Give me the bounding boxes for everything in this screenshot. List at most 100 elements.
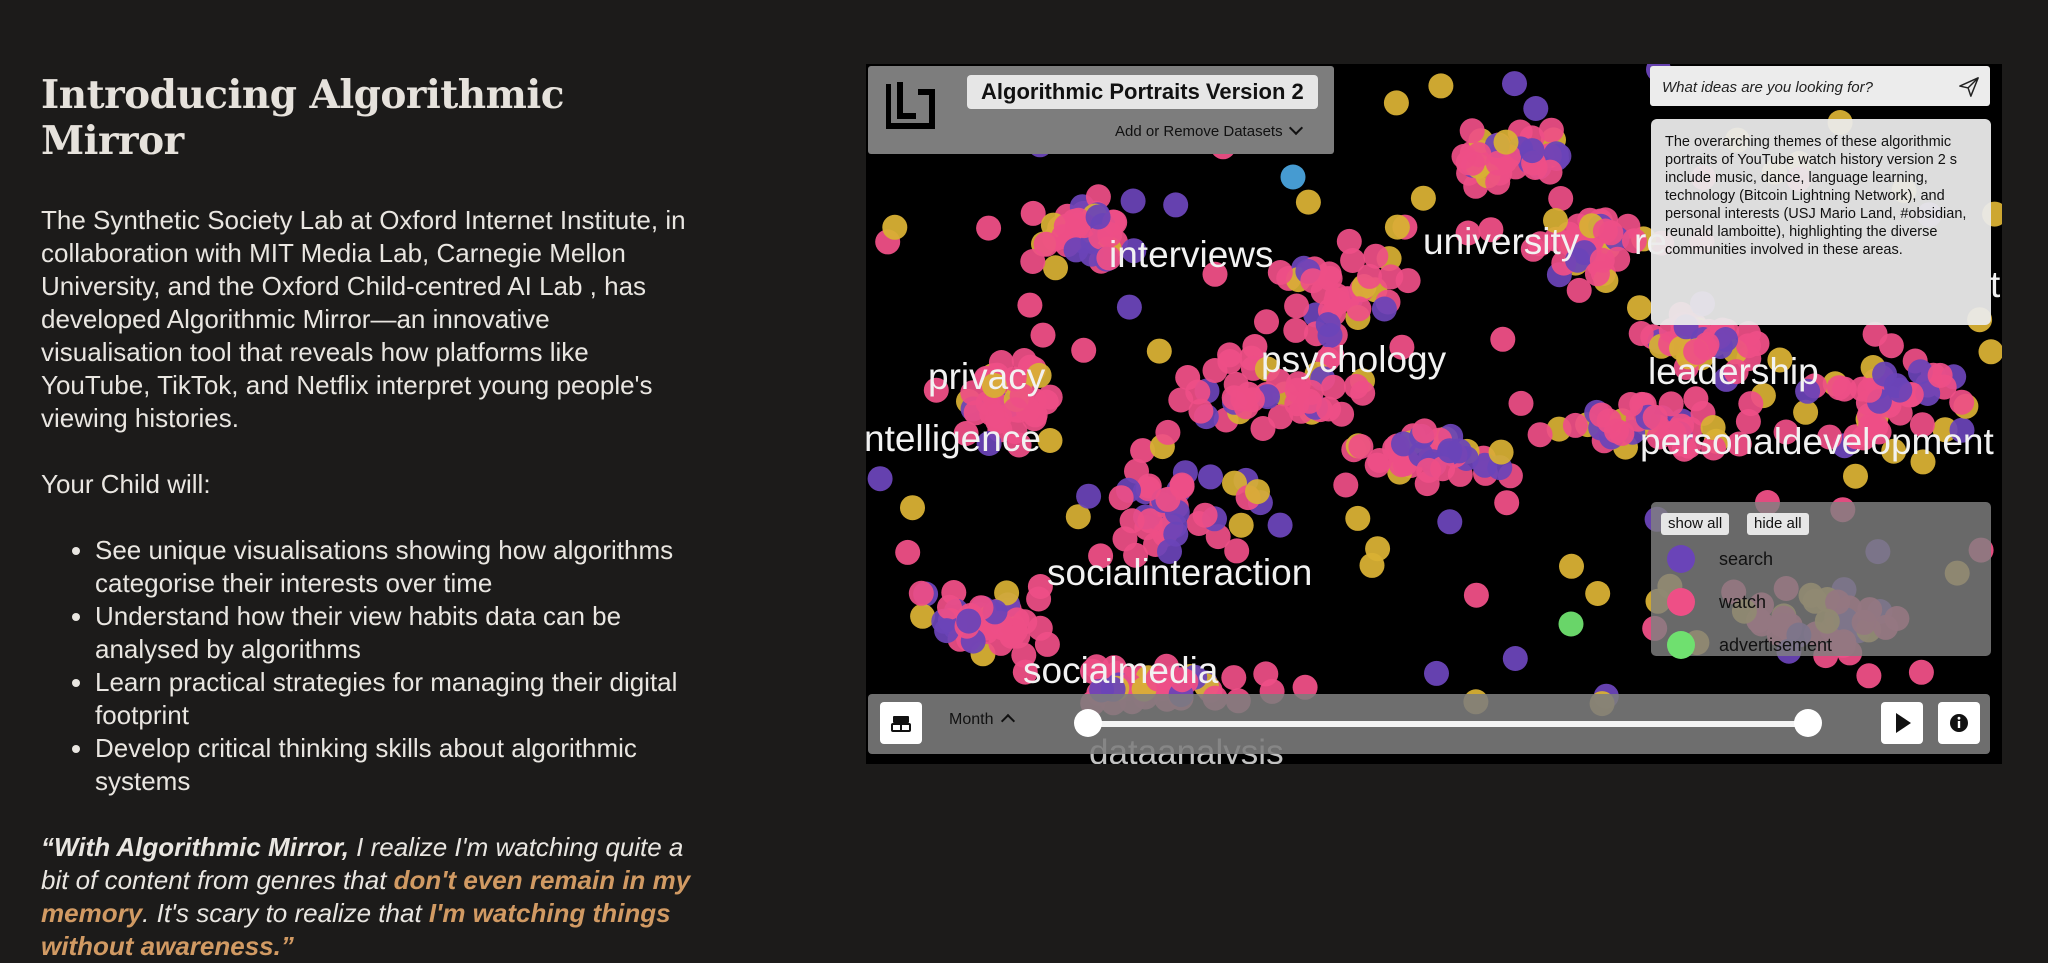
history-dot: [937, 594, 962, 620]
history-dot: [1348, 434, 1374, 459]
history-dot: [1502, 646, 1528, 671]
topic-label[interactable]: interviews: [1109, 234, 1274, 275]
search-dot-icon: [1667, 545, 1695, 573]
history-dot: [1224, 538, 1250, 564]
history-dot: [976, 215, 1002, 241]
benefits-list: See unique visualisations showing how al…: [41, 534, 691, 798]
topic-label[interactable]: university: [1423, 221, 1580, 262]
history-dot: [1267, 512, 1293, 538]
timeline-track[interactable]: [1088, 721, 1808, 727]
topic-label[interactable]: leadership: [1648, 351, 1819, 392]
history-dot: [1284, 293, 1310, 319]
history-dot: [1793, 399, 1819, 425]
history-dot: [1826, 375, 1852, 401]
list-item: Understand how their view habits data ca…: [95, 600, 691, 666]
history-dot: [1485, 169, 1511, 195]
history-dot: [1371, 296, 1397, 322]
history-dot: [1857, 377, 1883, 403]
history-dot: [1437, 509, 1463, 535]
history-dot: [1493, 129, 1519, 155]
history-dot: [1130, 438, 1156, 464]
history-dot: [1336, 228, 1362, 254]
history-dot: [1037, 384, 1063, 410]
history-dot: [1642, 404, 1668, 430]
history-dot: [1949, 389, 1975, 415]
period-selector[interactable]: Month: [949, 711, 1016, 729]
period-label: Month: [949, 711, 994, 728]
topic-labels-layer: interviews university re ti psychology p…: [866, 221, 2002, 764]
history-dot: [1250, 416, 1276, 441]
history-dot: [1618, 392, 1644, 417]
topic-label[interactable]: ntelligence: [866, 418, 1041, 459]
topic-label[interactable]: ti: [1990, 264, 2002, 305]
history-dot: [1085, 184, 1111, 210]
history-dot: [1217, 342, 1243, 368]
history-dot: [1723, 359, 1749, 385]
topic-label[interactable]: privacy: [928, 356, 1046, 397]
history-dot: [895, 539, 921, 565]
page-title: Introducing Algorithmic Mirror: [41, 72, 564, 164]
history-dot: [1137, 508, 1163, 534]
history-dot: [1391, 431, 1416, 457]
history-dot: [1736, 333, 1761, 359]
history-dot: [1320, 374, 1346, 400]
history-dot: [1088, 543, 1114, 569]
hide-all-button[interactable]: hide all: [1747, 513, 1809, 535]
history-dot: [1267, 260, 1293, 285]
history-dot: [1145, 666, 1171, 692]
datasets-dropdown[interactable]: Add or Remove Datasets: [1115, 120, 1303, 142]
history-dot: [1562, 412, 1588, 438]
history-dot: [1527, 422, 1553, 448]
history-dot: [1340, 248, 1366, 273]
history-dot: [976, 431, 1002, 456]
history-dot: [1026, 586, 1052, 612]
history-dot: [934, 618, 960, 644]
timeline-bar: Month: [868, 694, 1990, 754]
eraser-icon: [891, 716, 911, 732]
history-dot: [1795, 378, 1821, 404]
history-dot: [1466, 142, 1492, 168]
history-dot: [1163, 192, 1189, 218]
history-dot: [1076, 483, 1102, 509]
history-dot: [1566, 277, 1592, 303]
history-dot: [1350, 380, 1376, 406]
history-dot: [1245, 479, 1270, 505]
history-dot: [1523, 96, 1549, 121]
topic-label[interactable]: socialmedia: [1023, 650, 1219, 691]
history-dot: [1084, 654, 1110, 680]
info-button[interactable]: [1938, 702, 1980, 744]
datasets-label: Add or Remove Datasets: [1115, 123, 1283, 140]
list-item: Learn practical strategies for managing …: [95, 666, 691, 732]
history-dot: [1037, 428, 1063, 453]
history-dot: [994, 580, 1020, 606]
history-dot: [1856, 663, 1882, 689]
history-dot: [1333, 472, 1359, 498]
history-dot: [1357, 263, 1382, 289]
history-dot: [1488, 439, 1514, 465]
history-dot: [1609, 420, 1635, 446]
history-dot: [953, 421, 979, 446]
history-dot: [1292, 674, 1318, 700]
algorithmic-portrait-app: interviews university re ti psychology p…: [866, 64, 2002, 764]
history-dot: [1773, 419, 1799, 445]
topic-label[interactable]: socialinteraction: [1047, 552, 1312, 593]
search-input[interactable]: [1650, 66, 1954, 108]
show-all-button[interactable]: show all: [1661, 513, 1730, 535]
history-dot: [1329, 401, 1355, 427]
history-dot: [1315, 312, 1341, 338]
intro-paragraph: The Synthetic Society Lab at Oxford Inte…: [41, 205, 686, 433]
history-dot: [1502, 71, 1527, 97]
play-button[interactable]: [1881, 702, 1923, 744]
eraser-button[interactable]: [880, 702, 922, 744]
history-dot: [1455, 220, 1481, 246]
history-dot: [1519, 138, 1545, 164]
topic-label[interactable]: personaldevelopment: [1640, 421, 1995, 462]
range-start-handle[interactable]: [1074, 709, 1102, 737]
topic-label[interactable]: psychology: [1261, 339, 1447, 380]
send-icon[interactable]: [1958, 76, 1980, 98]
history-dot: [882, 214, 908, 240]
history-dot: [1843, 463, 1868, 489]
legend-label: search: [1719, 549, 1774, 569]
range-end-handle[interactable]: [1794, 709, 1822, 737]
history-dot: [1295, 189, 1321, 215]
